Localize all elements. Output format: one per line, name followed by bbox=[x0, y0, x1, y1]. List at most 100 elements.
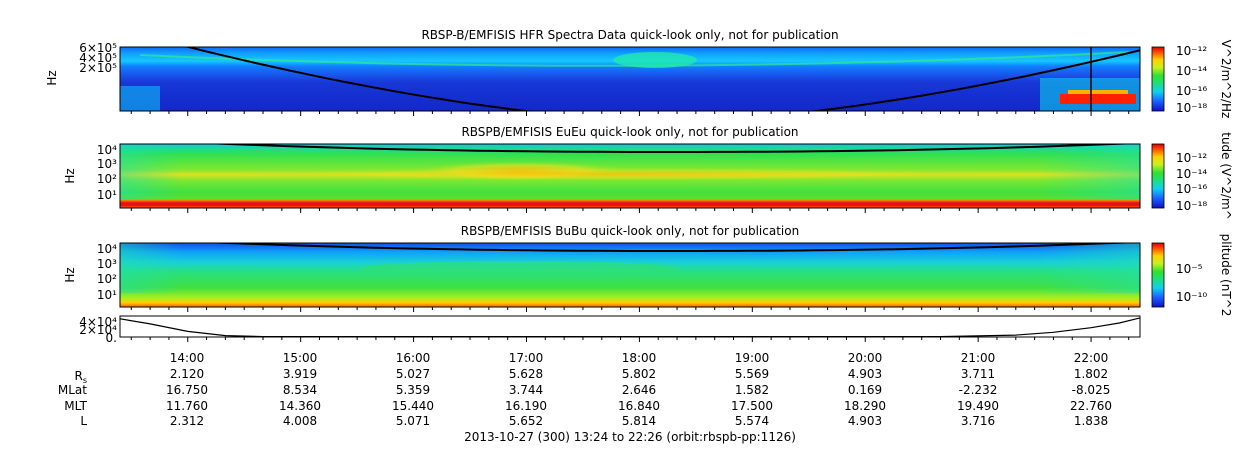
buBu-ytick-1e3: 10³ bbox=[97, 257, 117, 271]
ephem-mlat-2: 5.359 bbox=[396, 383, 430, 397]
time-axis-ticks bbox=[130, 111, 1130, 342]
hfr-frame bbox=[119, 46, 1141, 112]
ephem-mlat-0: 16.750 bbox=[166, 383, 208, 397]
ephem-l-4: 5.814 bbox=[622, 414, 656, 428]
buBu-title: RBSPB/EMFISIS BuBu quick-look only, not … bbox=[461, 224, 799, 238]
ephem-l-5: 5.574 bbox=[735, 414, 769, 428]
ephem-mlt-3: 16.190 bbox=[505, 399, 547, 413]
ephem-mlat-5: 1.582 bbox=[735, 383, 769, 397]
ephem-row-rs: Rs 2.120 3.919 5.027 5.628 5.802 5.569 4… bbox=[74, 367, 1108, 385]
euEu-title: RBSPB/EMFISIS EuEu quick-look only, not … bbox=[461, 125, 798, 139]
euEu-cb-tick-4: 10⁻¹⁸ bbox=[1176, 199, 1207, 213]
ephem-row-mlat: MLat 16.750 8.534 5.359 3.744 2.646 1.58… bbox=[58, 383, 1110, 397]
ephem-mlt-7: 19.490 bbox=[957, 399, 999, 413]
euEu-cb-label: tude (V^2/m^ bbox=[1219, 132, 1233, 220]
euEu-edge-noise bbox=[120, 144, 1140, 200]
buBu-upper-hybrid-line bbox=[204, 243, 1136, 252]
hfr-left-noise bbox=[120, 86, 160, 111]
buBu-cb-label: plitude (nT^2 bbox=[1219, 234, 1233, 317]
ephem-mlat-8: -8.025 bbox=[1072, 383, 1111, 397]
hfr-cb-tick-4: 10⁻¹⁸ bbox=[1176, 101, 1207, 115]
ephem-mlt-5: 17.500 bbox=[731, 399, 773, 413]
buBu-panel: RBSPB/EMFISIS BuBu quick-look only, not … bbox=[63, 224, 1233, 316]
hfr-ylabel: Hz bbox=[45, 70, 59, 85]
time-label-17: 17:00 bbox=[509, 351, 544, 365]
euEu-colorbar: 10⁻¹² 10⁻¹⁴ 10⁻¹⁶ 10⁻¹⁸ tude (V^2/m^ bbox=[1151, 132, 1233, 220]
buBu-ylabel: Hz bbox=[63, 267, 77, 282]
hfr-ytick-2e5: 2×10⁵ bbox=[79, 61, 117, 75]
buBu-frame bbox=[119, 242, 1141, 308]
ephem-label-mlat: MLat bbox=[58, 383, 87, 397]
figure-footer: 2013-10-27 (300) 13:24 to 22:26 (orbit:r… bbox=[464, 430, 796, 444]
hfr-y-ticks: 6×10⁵ 4×10⁵ 2×10⁵ bbox=[79, 41, 117, 75]
hfr-cb-tick-1: 10⁻¹² bbox=[1176, 44, 1207, 58]
ephem-rs-2: 5.027 bbox=[396, 367, 430, 381]
euEu-ytick-1e4: 10⁴ bbox=[97, 143, 117, 157]
ephem-mlat-4: 2.646 bbox=[622, 383, 656, 397]
time-axis-labels: 14:00 15:00 16:00 17:00 18:00 19:00 20:0… bbox=[170, 351, 1109, 365]
time-label-18: 18:00 bbox=[622, 351, 657, 365]
ephem-rs-5: 5.569 bbox=[735, 367, 769, 381]
buBu-colorbar: 10⁻⁵ 10⁻¹⁰ plitude (nT^2 bbox=[1151, 234, 1233, 317]
time-label-21: 21:00 bbox=[961, 351, 996, 365]
time-label-19: 19:00 bbox=[735, 351, 770, 365]
ephem-rs-6: 4.903 bbox=[848, 367, 882, 381]
ephem-rs-3: 5.628 bbox=[509, 367, 543, 381]
hfr-plasma-frequency-line bbox=[184, 47, 1140, 111]
time-label-15: 15:00 bbox=[283, 351, 318, 365]
euEu-cb-tick-3: 10⁻¹⁶ bbox=[1176, 182, 1207, 196]
ephem-rs-0: 2.120 bbox=[170, 367, 204, 381]
ephem-mlt-8: 22.760 bbox=[1070, 399, 1112, 413]
buBu-cb-tick-2: 10⁻¹⁰ bbox=[1176, 290, 1207, 304]
hfr-cb-tick-2: 10⁻¹⁴ bbox=[1176, 64, 1207, 78]
line-panel: 4×10⁴ 2×10⁴ 0. bbox=[79, 315, 1141, 345]
ephem-mlt-1: 14.360 bbox=[279, 399, 321, 413]
euEu-colorbar-scale bbox=[1151, 143, 1165, 209]
ephem-rs-4: 5.802 bbox=[622, 367, 656, 381]
ephem-l-8: 1.838 bbox=[1074, 414, 1108, 428]
ephem-l-1: 4.008 bbox=[283, 414, 317, 428]
euEu-frame bbox=[119, 143, 1141, 209]
ephem-l-2: 5.071 bbox=[396, 414, 430, 428]
ephem-mlt-0: 11.760 bbox=[166, 399, 208, 413]
ephem-label-l: L bbox=[80, 414, 87, 428]
buBu-ytick-1e4: 10⁴ bbox=[97, 242, 117, 256]
line-ytick-0: 0. bbox=[106, 331, 117, 345]
buBu-ytick-1e1: 10¹ bbox=[97, 288, 117, 302]
hfr-colorbar: 10⁻¹² 10⁻¹⁴ 10⁻¹⁶ 10⁻¹⁸ V^2/m^2/Hz bbox=[1151, 40, 1233, 119]
euEu-upper-hybrid-line bbox=[204, 144, 1136, 153]
ephem-row-l: L 2.312 4.008 5.071 5.652 5.814 5.574 4.… bbox=[80, 414, 1108, 428]
hfr-cyan-emission bbox=[613, 52, 697, 68]
buBu-y-ticks: 10⁴ 10³ 10² 10¹ bbox=[97, 242, 117, 302]
ephem-mlt-6: 18.290 bbox=[844, 399, 886, 413]
line-frame bbox=[119, 315, 1141, 338]
euEu-y-ticks: 10⁴ 10³ 10² 10¹ bbox=[97, 143, 117, 202]
line-plot-area bbox=[120, 316, 1140, 337]
hfr-colorbar-scale bbox=[1151, 46, 1165, 112]
hfr-cb-label: V^2/m^2/Hz bbox=[1219, 40, 1233, 119]
buBu-colorbar-scale bbox=[1151, 242, 1165, 308]
ephem-mlt-4: 16.840 bbox=[618, 399, 660, 413]
ephem-label-rs: Rs bbox=[74, 369, 87, 385]
ephem-rs-8: 1.802 bbox=[1074, 367, 1108, 381]
ephem-mlat-3: 3.744 bbox=[509, 383, 543, 397]
euEu-cb-tick-1: 10⁻¹² bbox=[1176, 151, 1207, 165]
ephem-l-6: 4.903 bbox=[848, 414, 882, 428]
buBu-cb-tick-1: 10⁻⁵ bbox=[1176, 262, 1203, 276]
ephem-l-0: 2.312 bbox=[170, 414, 204, 428]
hfr-cb-tick-3: 10⁻¹⁶ bbox=[1176, 84, 1207, 98]
ephem-row-mlt: MLT 11.760 14.360 15.440 16.190 16.840 1… bbox=[64, 399, 1112, 413]
hfr-title: RBSP-B/EMFISIS HFR Spectra Data quick-lo… bbox=[421, 28, 838, 42]
hfr-orange-emission bbox=[1068, 90, 1128, 94]
time-label-20: 20:00 bbox=[848, 351, 883, 365]
buBu-ytick-1e2: 10² bbox=[97, 272, 117, 286]
ephem-mlat-1: 8.534 bbox=[283, 383, 317, 397]
line-ytick-2e4: 2×10⁴ bbox=[79, 323, 117, 337]
time-label-22: 22:00 bbox=[1074, 351, 1109, 365]
ephem-mlat-7: -2.232 bbox=[959, 383, 998, 397]
hfr-green-band bbox=[139, 51, 1131, 67]
euEu-ylabel: Hz bbox=[63, 168, 77, 183]
time-label-14: 14:00 bbox=[170, 351, 205, 365]
ephem-label-mlt: MLT bbox=[64, 399, 87, 413]
